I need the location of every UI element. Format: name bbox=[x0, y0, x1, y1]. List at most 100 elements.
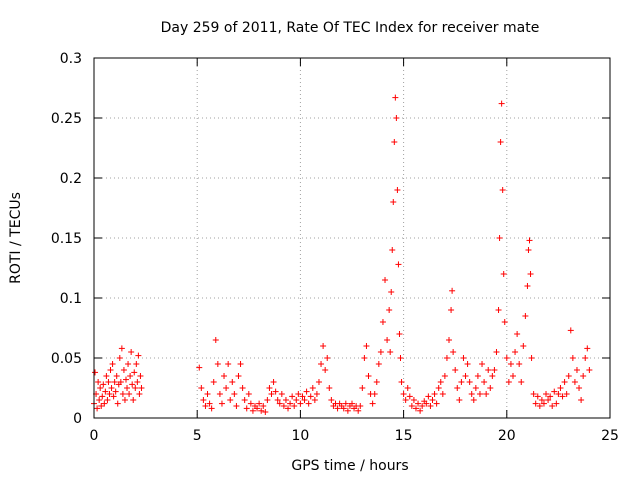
data-point bbox=[243, 405, 250, 412]
data-point bbox=[576, 385, 583, 391]
data-point bbox=[106, 391, 113, 397]
data-point bbox=[389, 247, 396, 253]
y-tick-label: 0.15 bbox=[51, 231, 82, 247]
data-point bbox=[268, 391, 275, 397]
data-point bbox=[229, 379, 236, 385]
data-point bbox=[210, 379, 217, 385]
data-point bbox=[456, 397, 463, 403]
data-point bbox=[258, 407, 265, 414]
data-point bbox=[373, 379, 380, 385]
data-point bbox=[216, 391, 223, 397]
data-point bbox=[464, 361, 471, 367]
data-point bbox=[198, 385, 205, 391]
data-point bbox=[104, 397, 111, 403]
data-point bbox=[196, 364, 203, 371]
x-tick-label: 25 bbox=[601, 428, 619, 444]
data-point bbox=[454, 385, 461, 391]
data-point bbox=[379, 319, 386, 325]
data-point bbox=[419, 403, 426, 409]
data-point bbox=[221, 373, 228, 379]
data-point bbox=[204, 391, 211, 397]
data-point bbox=[441, 373, 448, 379]
data-point bbox=[493, 349, 500, 355]
data-point bbox=[398, 379, 405, 385]
data-point bbox=[395, 261, 402, 268]
data-point bbox=[135, 352, 142, 359]
grid-lines bbox=[94, 58, 610, 418]
data-point bbox=[320, 343, 327, 349]
data-point bbox=[543, 391, 550, 397]
data-point bbox=[315, 379, 322, 385]
data-point bbox=[260, 403, 267, 409]
data-point bbox=[509, 373, 516, 379]
data-point bbox=[118, 345, 125, 352]
data-point bbox=[262, 409, 269, 415]
data-point bbox=[274, 397, 281, 403]
data-point bbox=[369, 400, 376, 407]
data-point bbox=[472, 385, 479, 391]
data-point bbox=[495, 307, 502, 313]
data-point bbox=[431, 391, 438, 397]
data-point bbox=[276, 400, 283, 407]
data-point bbox=[503, 355, 510, 361]
data-point bbox=[415, 400, 422, 407]
y-tick-label: 0.05 bbox=[51, 351, 82, 367]
data-point bbox=[526, 237, 533, 244]
data-point bbox=[524, 283, 531, 289]
data-points bbox=[91, 94, 593, 415]
y-tick-label: 0.2 bbox=[60, 171, 82, 187]
data-point bbox=[235, 373, 242, 379]
data-point bbox=[233, 403, 240, 409]
data-point bbox=[208, 405, 215, 412]
data-point bbox=[400, 391, 407, 397]
data-point bbox=[586, 367, 593, 373]
data-point bbox=[285, 405, 292, 412]
data-point bbox=[551, 388, 558, 395]
data-point bbox=[109, 361, 116, 367]
data-point bbox=[299, 393, 306, 400]
data-point bbox=[382, 277, 389, 283]
x-tick-label: 5 bbox=[193, 428, 202, 444]
data-point bbox=[212, 337, 219, 343]
data-point bbox=[241, 397, 248, 403]
y-tick-labels: 0 0.05 0.1 0.15 0.2 0.25 0.3 bbox=[51, 51, 82, 427]
data-point bbox=[377, 349, 384, 355]
data-point bbox=[99, 393, 106, 400]
data-point bbox=[393, 115, 400, 121]
data-point bbox=[534, 393, 541, 400]
data-point bbox=[120, 367, 127, 373]
data-point bbox=[410, 397, 417, 403]
data-point bbox=[295, 391, 302, 397]
data-point bbox=[365, 373, 372, 379]
data-point bbox=[452, 367, 459, 373]
data-point bbox=[446, 337, 453, 343]
data-point bbox=[584, 345, 591, 352]
data-point bbox=[499, 187, 506, 193]
data-point bbox=[214, 361, 221, 367]
data-point bbox=[491, 367, 498, 373]
data-point bbox=[466, 379, 473, 385]
data-point bbox=[227, 397, 234, 403]
data-point bbox=[334, 405, 341, 412]
y-tick-label: 0 bbox=[73, 411, 82, 427]
data-point bbox=[392, 94, 399, 101]
data-point bbox=[305, 400, 312, 407]
data-point bbox=[408, 403, 415, 409]
data-point bbox=[412, 405, 419, 412]
data-point bbox=[427, 403, 434, 409]
data-point bbox=[136, 391, 143, 397]
data-point bbox=[119, 391, 126, 397]
data-point bbox=[301, 397, 308, 403]
data-point bbox=[264, 397, 271, 403]
data-point bbox=[481, 379, 488, 385]
data-point bbox=[525, 247, 532, 253]
data-point bbox=[449, 287, 456, 294]
data-point bbox=[483, 391, 490, 397]
data-point bbox=[206, 400, 213, 407]
data-point bbox=[112, 388, 119, 395]
data-point bbox=[223, 385, 230, 391]
data-point bbox=[390, 199, 397, 205]
data-point bbox=[132, 385, 139, 391]
data-point bbox=[435, 385, 442, 391]
